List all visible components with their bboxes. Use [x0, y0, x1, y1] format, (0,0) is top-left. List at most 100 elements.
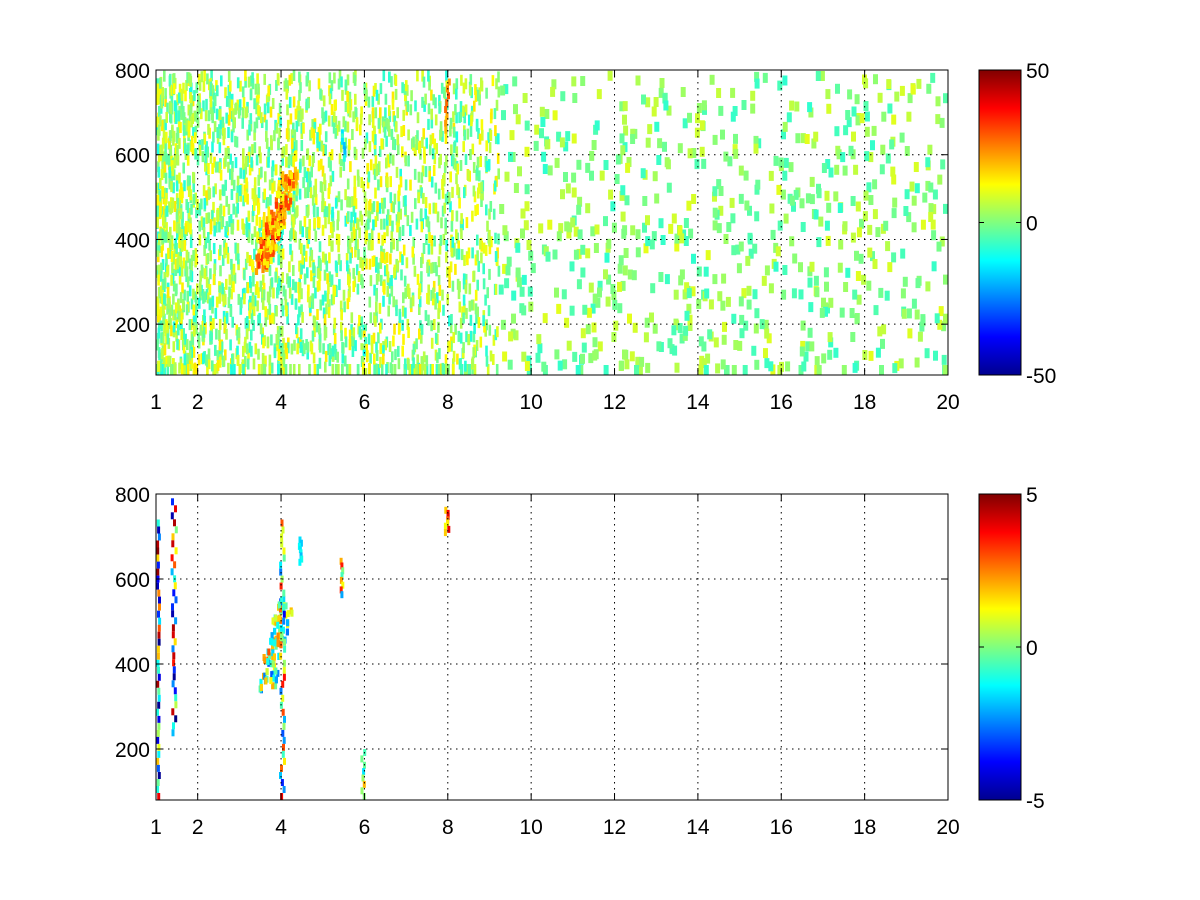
heatmap-cell: [229, 339, 232, 351]
heatmap-cell: [253, 129, 256, 141]
heatmap-cell: [427, 284, 430, 296]
heatmap-cell: [674, 320, 680, 331]
heatmap-cell: [241, 107, 245, 119]
heatmap-cell: [627, 269, 633, 280]
heatmap-cell: [369, 275, 373, 287]
heatmap-cell: [161, 206, 165, 218]
heatmap-cell: [475, 312, 478, 324]
heatmap-cell: [798, 365, 804, 375]
heatmap-cell: [249, 75, 253, 87]
heatmap-cell: [855, 201, 861, 212]
heatmap-cell: [295, 190, 298, 202]
heatmap-cell: [828, 167, 834, 178]
heatmap-cell: [877, 92, 883, 103]
heatmap-cell: [381, 234, 384, 246]
heatmap-cell: [172, 321, 176, 333]
heatmap-cell: [213, 156, 216, 168]
heatmap-cell: [645, 362, 651, 373]
heatmap-cell: [462, 141, 465, 153]
heatmap-cell: [264, 222, 268, 230]
heatmap-cell: [163, 322, 166, 334]
heatmap-cell: [378, 302, 382, 314]
heatmap-cell: [252, 295, 255, 307]
heatmap-cell: [191, 135, 194, 147]
heatmap-cell: [672, 345, 678, 356]
heatmap-cell: [298, 306, 301, 318]
heatmap-cell: [263, 672, 267, 680]
heatmap-cell: [278, 102, 282, 114]
heatmap-cell: [371, 203, 374, 215]
heatmap-cell: [316, 206, 319, 218]
heatmap-cell: [301, 345, 305, 357]
heatmap-cell: [288, 261, 291, 273]
heatmap-cell: [248, 164, 252, 176]
heatmap-cell: [404, 358, 407, 370]
heatmap-cell: [187, 126, 191, 138]
heatmap-cell: [424, 93, 427, 105]
heatmap-cell: [263, 103, 267, 115]
heatmap-cell: [189, 92, 192, 103]
heatmap-cell: [354, 93, 357, 105]
heatmap-cell: [763, 319, 769, 330]
heatmap-cell: [236, 175, 240, 187]
heatmap-cell: [259, 678, 263, 686]
heatmap-cell: [782, 170, 788, 181]
heatmap-cell: [444, 217, 447, 229]
heatmap-cell: [621, 228, 627, 239]
heatmap-cell: [489, 350, 493, 362]
heatmap-cell: [397, 201, 401, 213]
heatmap-cell: [390, 76, 393, 88]
heatmap-cell: [588, 353, 594, 364]
heatmap-cell: [907, 328, 913, 339]
heatmap-cell: [278, 245, 281, 257]
heatmap-cell: [343, 146, 347, 154]
heatmap-cell: [352, 281, 355, 292]
heatmap-cell: [272, 211, 276, 219]
heatmap-cell: [622, 101, 628, 112]
heatmap-cell: [344, 327, 347, 339]
heatmap-cell: [658, 272, 664, 282]
heatmap-cell: [181, 282, 184, 294]
heatmap-cell: [209, 219, 213, 231]
heatmap-cell: [288, 154, 291, 165]
heatmap-cell: [541, 361, 547, 372]
heatmap-cell: [338, 70, 342, 82]
heatmap-cell: [340, 321, 343, 333]
heatmap-cell: [674, 362, 680, 373]
heatmap-cell: [867, 247, 873, 258]
heatmap-cell: [208, 239, 211, 251]
heatmap-cell: [318, 258, 322, 270]
heatmap-cell: [542, 164, 548, 174]
heatmap-cell: [250, 329, 253, 341]
heatmap-cell: [444, 106, 448, 113]
heatmap-cell: [203, 316, 206, 327]
heatmap-cell: [265, 261, 269, 269]
heatmap-cell: [467, 334, 470, 346]
heatmap-cell: [172, 673, 176, 681]
heatmap-cell: [245, 106, 249, 118]
heatmap-cell: [904, 146, 910, 156]
heatmap-cell: [305, 339, 308, 350]
heatmap-cell: [849, 308, 855, 318]
heatmap-cell: [170, 251, 174, 262]
heatmap-cell: [282, 595, 286, 603]
heatmap-cell: [173, 201, 177, 212]
heatmap-cell: [324, 253, 327, 265]
heatmap-cell: [438, 301, 441, 313]
heatmap-cell: [239, 80, 242, 92]
heatmap-cell: [463, 112, 466, 124]
heatmap-cell: [182, 82, 185, 94]
heatmap-cell: [250, 345, 253, 357]
heatmap-cell: [280, 533, 284, 541]
heatmap-cell: [325, 206, 329, 218]
heatmap-cell: [169, 158, 172, 170]
heatmap-cell: [236, 329, 239, 341]
heatmap-cell: [452, 245, 456, 257]
heatmap-cell: [891, 114, 897, 125]
heatmap-cell: [412, 253, 415, 265]
heatmap-cell: [219, 244, 222, 256]
heatmap-cell: [157, 264, 161, 276]
heatmap-cell: [316, 280, 320, 292]
heatmap-cell: [380, 138, 383, 150]
heatmap-cell: [209, 250, 212, 262]
